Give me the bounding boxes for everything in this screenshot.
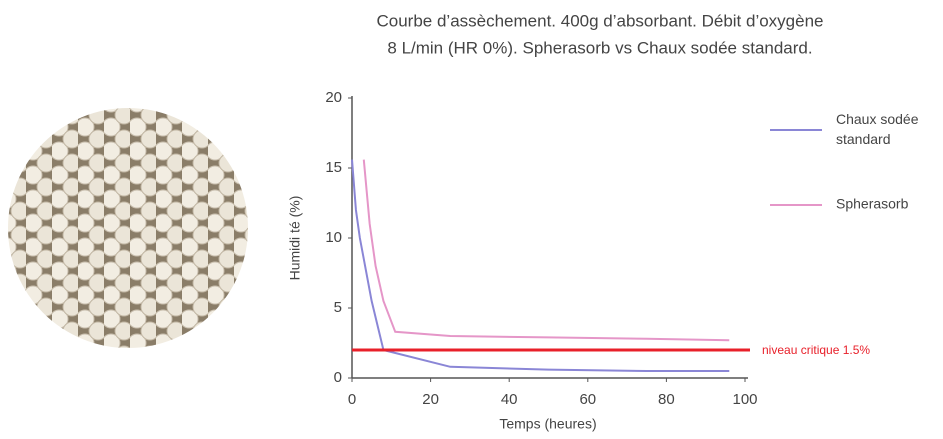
x-tick-label: 0: [348, 391, 356, 408]
reference-label: niveau critique 1.5%: [762, 343, 870, 357]
y-axis-label: Humidi té (%): [287, 196, 303, 281]
x-tick-label: 60: [579, 391, 596, 408]
y-tick-label: 5: [334, 299, 342, 316]
y-tick-label: 0: [334, 369, 342, 386]
x-axis-label: Temps (heures): [499, 416, 596, 432]
y-tick-label: 15: [325, 159, 342, 176]
chart-subtitle: 8 L/min (HR 0%). Spherasorb vs Chaux sod…: [387, 38, 812, 57]
y-tick-label: 20: [325, 89, 342, 106]
x-tick-label: 100: [732, 391, 757, 408]
x-tick-label: 80: [658, 391, 675, 408]
legend-label: Spherasorb: [836, 196, 909, 212]
x-tick-label: 40: [501, 391, 518, 408]
legend-label: Chaux sodée standard: [836, 111, 919, 147]
series-line: [362, 159, 730, 342]
granules-photo: [8, 108, 248, 348]
x-tick-label: 20: [422, 391, 439, 408]
chart-title: Courbe d’assèchement. 400g d’absorbant. …: [376, 11, 823, 30]
y-tick-label: 10: [325, 229, 342, 246]
